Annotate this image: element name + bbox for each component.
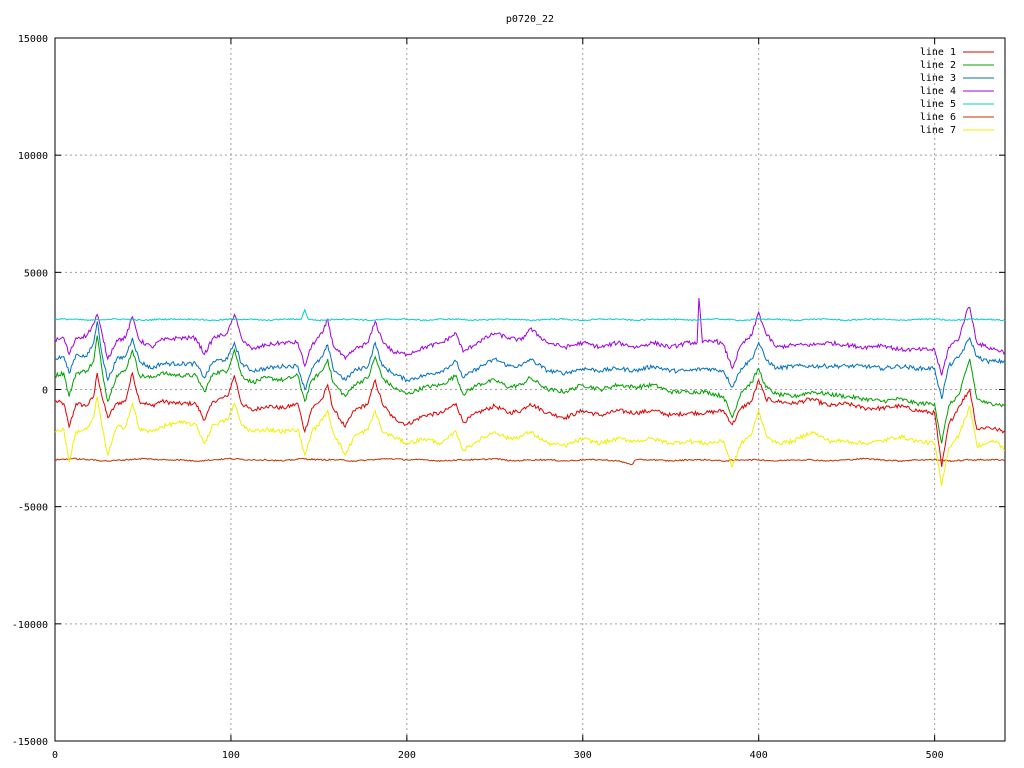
- y-tick-label: 10000: [18, 151, 48, 162]
- legend: line 1 line 2 line 3 line 4 line 5 line 6 line…: [920, 47, 994, 136]
- grid: [55, 38, 1005, 741]
- series-line-3: [54, 321, 1006, 400]
- axes: 0 100 200 300 400 500 -15000 -10000 -5000 0 5000 10…: [12, 34, 1006, 761]
- x-tick-label: 300: [574, 750, 592, 761]
- legend-label-7: line 7: [920, 125, 956, 136]
- series-line-4: [54, 298, 1006, 376]
- x-tick-label: 0: [52, 750, 58, 761]
- series-line-1: [54, 371, 1006, 467]
- y-tick-label: -15000: [12, 737, 48, 748]
- series-line-6: [54, 457, 1006, 466]
- legend-label-5: line 5: [920, 99, 956, 110]
- x-tick-label: 100: [222, 750, 240, 761]
- legend-label-2: line 2: [920, 60, 956, 71]
- legend-label-6: line 6: [920, 112, 956, 123]
- series-group: [54, 298, 1006, 486]
- legend-label-3: line 3: [920, 73, 956, 84]
- y-tick-label: -10000: [12, 620, 48, 631]
- x-tick-label: 400: [750, 750, 768, 761]
- series-line-2: [54, 335, 1006, 444]
- legend-label-4: line 4: [920, 86, 956, 97]
- y-tick-label: 15000: [18, 34, 48, 45]
- x-tick-label: 500: [926, 750, 944, 761]
- legend-label-1: line 1: [920, 47, 956, 58]
- y-tick-label: 5000: [24, 268, 48, 279]
- series-line-7: [54, 396, 1006, 486]
- x-tick-label: 200: [398, 750, 416, 761]
- series-line-5: [54, 308, 1006, 322]
- y-tick-label: 0: [42, 386, 48, 397]
- chart-title: p0720_22: [506, 14, 554, 25]
- y-tick-label: -5000: [18, 503, 48, 514]
